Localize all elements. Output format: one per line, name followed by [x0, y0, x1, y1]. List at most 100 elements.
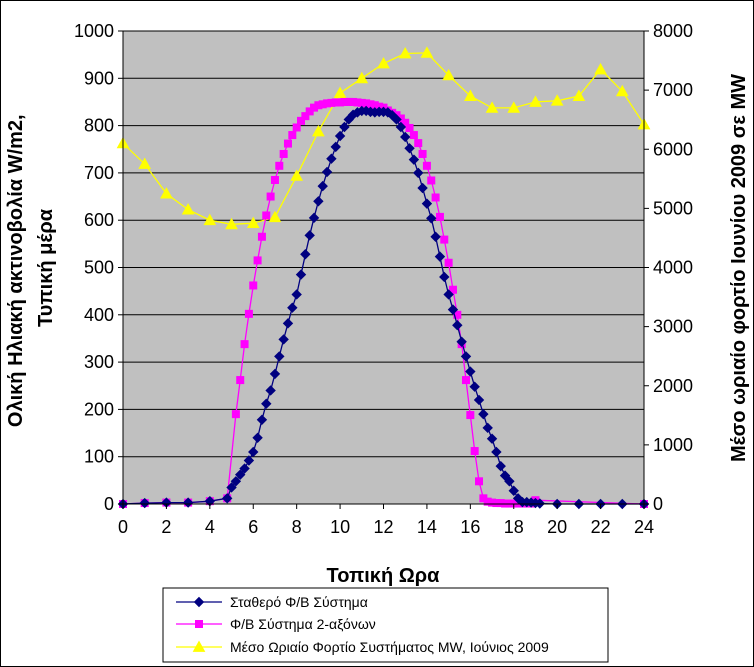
data-point-diamond	[465, 366, 476, 377]
data-point-square	[405, 123, 414, 132]
right-tick-label: 4000	[653, 258, 693, 278]
data-point-square	[435, 212, 444, 221]
data-point-square	[266, 192, 275, 201]
data-point-triangle	[594, 62, 607, 75]
data-point-diamond	[321, 166, 333, 178]
data-point-triangle	[290, 169, 304, 181]
left-tick-label: 500	[84, 258, 114, 278]
data-point-diamond	[456, 336, 467, 347]
data-point-diamond	[308, 212, 320, 224]
data-point-diamond	[278, 334, 289, 345]
data-point-square	[301, 112, 310, 121]
data-point-square	[466, 411, 475, 420]
left-tick-label: 600	[84, 210, 114, 230]
data-point-diamond	[421, 198, 433, 209]
data-point-diamond	[265, 385, 276, 396]
right-tick-label: 7000	[653, 80, 693, 100]
data-point-diamond	[408, 154, 420, 165]
data-point-diamond	[434, 251, 446, 262]
data-point-diamond	[330, 141, 341, 153]
data-point-diamond	[235, 469, 246, 480]
data-point-triangle	[398, 46, 412, 59]
x-tick-label: 0	[118, 517, 128, 537]
data-point-square	[283, 139, 292, 148]
data-point-triangle	[138, 157, 152, 169]
data-point-triangle	[160, 187, 173, 199]
data-point-diamond	[304, 230, 315, 241]
data-point-triangle	[615, 84, 629, 97]
data-point-triangle	[225, 217, 238, 230]
left-axis-title-line-2: Τυπική μέρα	[35, 208, 57, 327]
legend-label: Φ/Β Σύστημα 2-αξόνων	[230, 616, 376, 632]
data-point-diamond	[230, 476, 242, 487]
data-point-diamond	[486, 433, 498, 444]
data-point-triangle	[377, 56, 390, 69]
x-tick-label: 4	[205, 517, 215, 537]
data-point-square	[461, 376, 470, 385]
data-point-diamond	[452, 319, 463, 331]
legend-item-2: Φ/Β Σύστημα 2-αξόνων	[176, 616, 376, 632]
data-point-triangle	[442, 68, 455, 81]
data-point-diamond	[430, 231, 441, 242]
left-axis-title: Ολική Ηλιακή ακτινοβολία W/m2, Τυπική μέ…	[5, 109, 57, 427]
series-layer	[116, 46, 651, 510]
data-point-triangle	[312, 124, 325, 137]
data-point-triangle	[246, 216, 260, 229]
x-tick-label: 12	[373, 517, 393, 537]
data-point-diamond	[269, 368, 281, 380]
data-point-diamond	[426, 213, 437, 224]
data-point-diamond	[239, 463, 250, 474]
right-tick-label: 2000	[653, 376, 693, 396]
right-tick-label: 5000	[653, 198, 693, 218]
data-point-triangle	[268, 210, 282, 223]
data-point-diamond	[139, 497, 150, 509]
left-tick-label: 300	[84, 352, 114, 372]
data-point-diamond	[334, 130, 346, 142]
data-point-diamond	[291, 289, 302, 300]
data-point-square	[262, 211, 271, 220]
data-point-triangle	[181, 203, 195, 215]
data-point-diamond	[248, 446, 259, 458]
right-tick-label: 0	[653, 494, 663, 514]
left-tick-label: 0	[104, 494, 114, 514]
series-3	[116, 46, 651, 230]
data-point-square	[249, 281, 258, 290]
right-axis-title: Μέσο ωριαίο φορτίο Ιουνίου 2009 σε MW	[728, 74, 750, 462]
right-tick-label: 6000	[653, 139, 693, 159]
data-point-square	[475, 477, 484, 486]
x-tick-label: 6	[248, 517, 258, 537]
left-tick-label: 700	[84, 163, 114, 183]
data-point-square	[244, 309, 253, 318]
data-point-diamond	[443, 289, 454, 300]
data-point-diamond	[339, 121, 350, 133]
series-1	[117, 105, 650, 510]
data-point-square	[297, 116, 306, 125]
data-point-square	[414, 139, 423, 148]
x-tick-label: 18	[504, 517, 524, 537]
data-point-diamond	[473, 394, 485, 406]
data-point-diamond	[282, 318, 294, 329]
data-point-diamond	[508, 485, 519, 496]
data-point-triangle	[507, 101, 521, 113]
data-point-square	[292, 123, 301, 132]
x-axis-title: Τοπική Ωρα	[327, 565, 441, 587]
data-point-diamond	[300, 249, 311, 260]
x-tick-label: 20	[547, 517, 567, 537]
data-point-diamond	[261, 398, 272, 409]
data-point-square	[448, 285, 457, 294]
data-point-triangle	[420, 46, 434, 58]
data-point-diamond	[226, 482, 237, 493]
left-axis-title-line-1: Ολική Ηλιακή ακτινοβολία W/m2,	[5, 114, 27, 427]
data-point-diamond	[287, 302, 298, 313]
data-point-diamond	[391, 114, 402, 125]
data-point-diamond	[499, 470, 511, 481]
legend-label: Σταθερό Φ/Β Σύστημα	[230, 594, 368, 610]
data-point-diamond	[193, 596, 205, 608]
data-point-diamond	[326, 153, 337, 164]
x-tick-label: 8	[292, 517, 302, 537]
data-point-diamond	[417, 182, 428, 194]
x-tick-label: 22	[591, 517, 611, 537]
data-point-diamond	[495, 460, 506, 472]
data-point-diamond	[504, 476, 515, 487]
